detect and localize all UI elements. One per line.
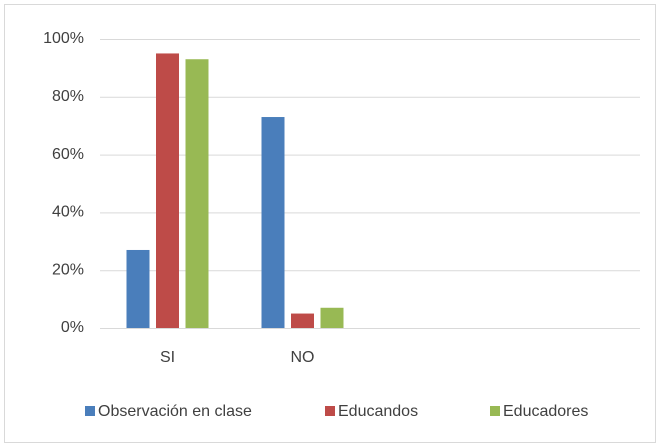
y-tick-label: 100% [43,30,84,47]
y-tick-label: 60% [52,146,84,163]
bar [156,53,179,328]
bar [126,249,150,328]
y-tick-label: 20% [52,261,84,278]
legend-label: Educadores [503,403,588,420]
legend-label: Observación en clase [98,403,252,420]
y-tick-label: 0% [61,319,84,336]
legend-swatch [85,406,95,416]
y-tick-label: 80% [52,88,84,105]
legend-swatch [490,406,500,416]
legend-label: Educandos [338,403,418,420]
legend-swatch [325,406,335,416]
x-tick-label: SI [160,349,175,366]
y-tick-label: 40% [52,204,84,221]
bar [320,307,344,328]
bar [185,59,209,328]
bar [261,117,285,328]
chart-border [4,4,656,443]
x-tick-label: NO [291,349,315,366]
bar [291,313,314,328]
